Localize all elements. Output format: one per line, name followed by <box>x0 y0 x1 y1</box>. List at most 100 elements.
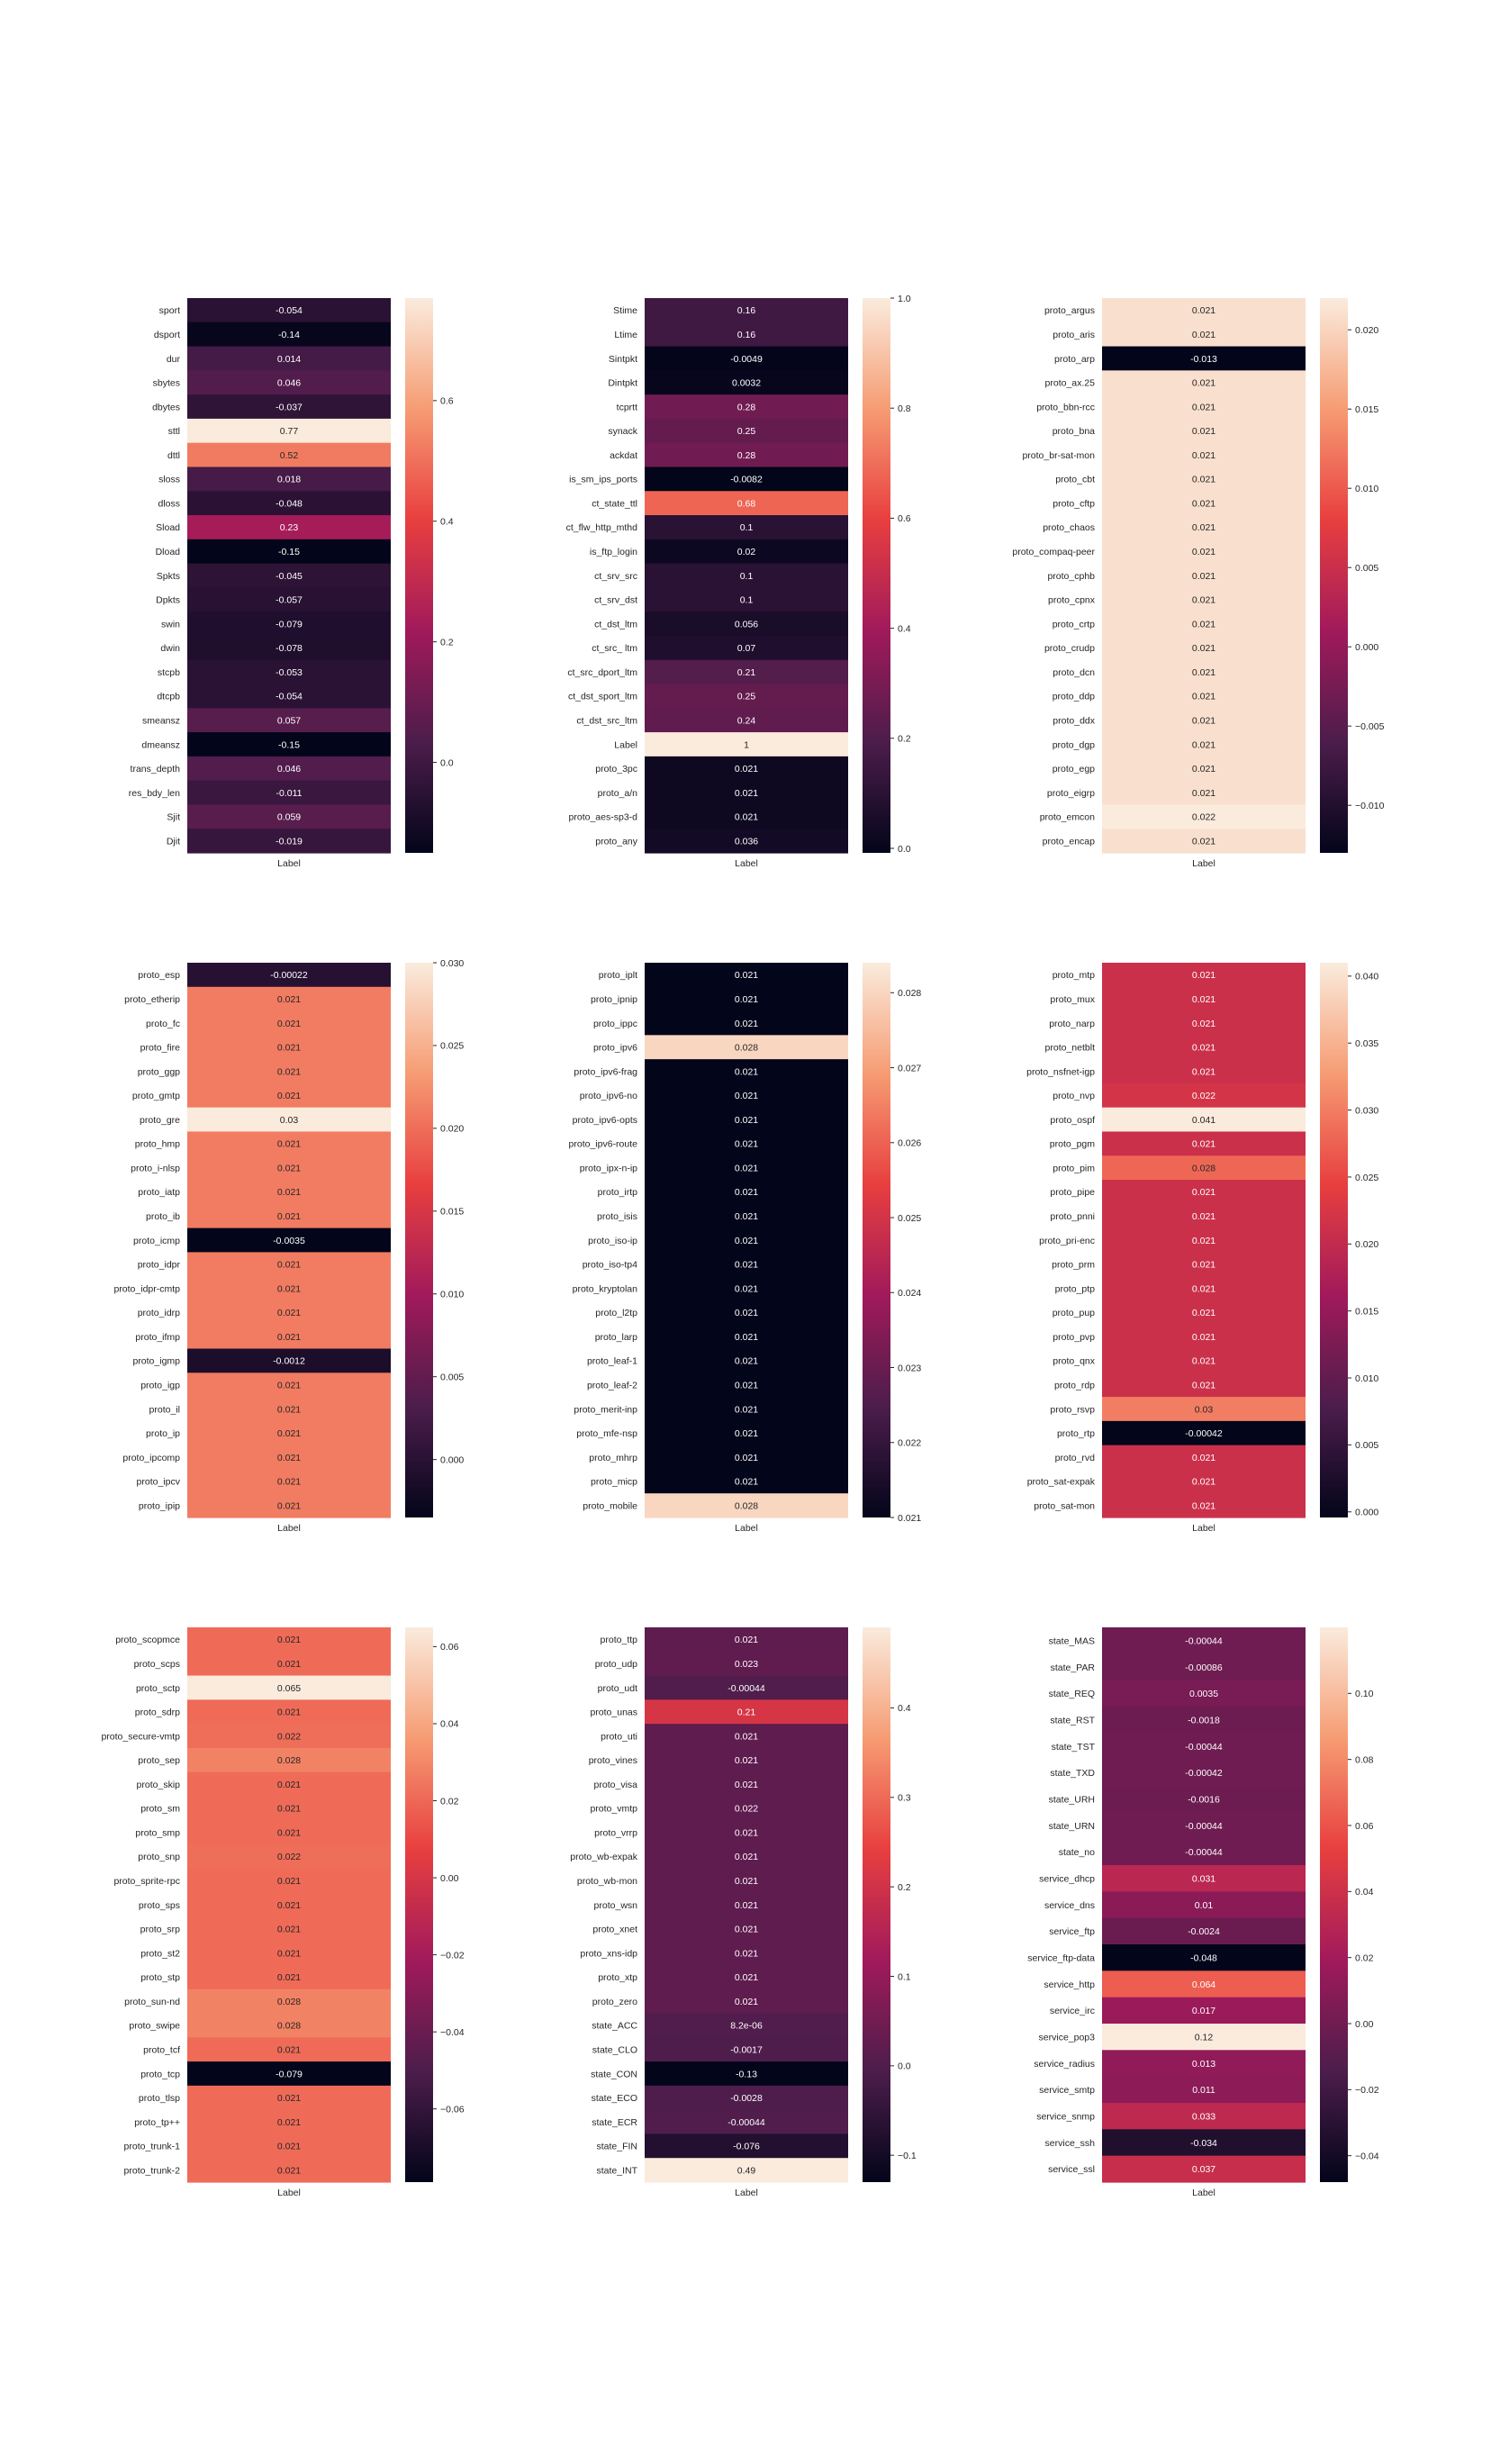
row-tick-label: proto_uti <box>601 1731 637 1742</box>
row-tick-label: proto_chaos <box>1043 522 1095 533</box>
row-tick-label: proto_wb-mon <box>577 1876 637 1887</box>
colorbar <box>1320 298 1348 853</box>
cell-value-label: 0.28 <box>737 450 756 461</box>
cell-value-label: 0.25 <box>737 426 756 437</box>
cell-value-label: 0.021 <box>277 1019 301 1029</box>
heatmap-cell <box>187 611 391 637</box>
row-tick-label: proto_snp <box>138 1852 180 1862</box>
cell-value-label: -0.0017 <box>730 2044 763 2055</box>
cell-value-label: -0.00042 <box>1185 1768 1223 1779</box>
row-tick-label: proto_sat-mon <box>1034 1500 1095 1511</box>
row-tick-label: sttl <box>168 426 180 437</box>
cell-value-label: 0.021 <box>735 1380 758 1391</box>
colorbar-tick-label: −0.1 <box>898 2151 917 2161</box>
cell-value-label: 0.022 <box>277 1852 301 1862</box>
row-tick-label: proto_smp <box>135 1827 180 1838</box>
row-tick-label: proto_xtp <box>598 1972 637 1983</box>
cell-value-label: 0.68 <box>737 498 756 509</box>
row-tick-label: ct_srv_src <box>594 571 637 582</box>
row-tick-label: proto_skip <box>137 1780 181 1790</box>
cell-value-label: 0.021 <box>277 2044 301 2055</box>
cell-value-label: 0.021 <box>735 1972 758 1983</box>
cell-value-label: 0.036 <box>735 836 758 847</box>
cell-value-label: 0.021 <box>735 1308 758 1318</box>
row-tick-label: proto_ipnip <box>591 994 637 1005</box>
heatmap-cell <box>187 829 391 854</box>
heatmap-cell <box>1102 394 1306 420</box>
cell-value-label: 0.021 <box>1192 715 1215 726</box>
heatmap-cell <box>1102 1786 1306 1813</box>
row-tick-label: proto_l2tp <box>595 1308 637 1318</box>
row-tick-label: proto_dcn <box>1053 667 1095 678</box>
heatmap-cell <box>1102 587 1306 612</box>
colorbar-tick-label: 0.8 <box>898 403 911 414</box>
cell-value-label: 0.021 <box>1192 994 1215 1005</box>
row-tick-label: proto_esp <box>138 970 180 981</box>
cell-value-label: 0.046 <box>277 378 301 389</box>
cell-value-label: -0.0012 <box>273 1356 305 1367</box>
heatmap-cell <box>187 298 391 323</box>
cell-value-label: 0.028 <box>735 1043 758 1054</box>
cell-value-label: 0.021 <box>1192 1236 1215 1246</box>
row-tick-label: proto_argus <box>1044 305 1095 316</box>
row-tick-label: Djit <box>167 836 180 847</box>
heatmap-cell <box>645 963 848 988</box>
colorbar-tick-label: −0.04 <box>440 2027 465 2038</box>
row-tick-label: proto_bna <box>1053 426 1095 437</box>
heatmap-cell <box>187 1420 391 1446</box>
heatmap-cell <box>187 467 391 492</box>
heatmap-cell <box>645 1724 848 1749</box>
cell-value-label: 0.021 <box>277 1972 301 1983</box>
row-tick-label: proto_gmtp <box>132 1091 180 1101</box>
colorbar-tick-label: 0.3 <box>898 1793 911 1804</box>
cell-value-label: 0.022 <box>1192 1091 1215 1101</box>
heatmap-cell <box>645 1227 848 1253</box>
heatmap-cell <box>645 1010 848 1036</box>
cell-value-label: 0.021 <box>1192 426 1215 437</box>
row-tick-label: proto_igp <box>140 1380 180 1391</box>
cell-value-label: 0.021 <box>735 1731 758 1742</box>
cell-value-label: 0.07 <box>737 643 756 654</box>
cell-value-label: 0.021 <box>1192 1187 1215 1198</box>
heatmap-cell <box>645 1916 848 1942</box>
heatmap-cell <box>187 1083 391 1109</box>
heatmap-panel: 0.021 proto_scopmce 0.021 proto_scps 0.065 pr… <box>101 1627 465 2198</box>
colorbar-tick-label: 0.026 <box>898 1138 921 1149</box>
row-tick-label: proto_trunk-1 <box>124 2142 181 2152</box>
heatmap-cell <box>645 515 848 540</box>
cell-value-label: 0.77 <box>280 426 299 437</box>
colorbar-tick-label: 0.0 <box>898 2061 911 2072</box>
cell-value-label: -0.054 <box>276 692 303 702</box>
cell-value-label: 0.0035 <box>1189 1689 1218 1699</box>
cell-value-label: 0.021 <box>277 1635 301 1645</box>
cell-value-label: 0.021 <box>1192 330 1215 340</box>
row-tick-label: proto_rdp <box>1054 1380 1095 1391</box>
heatmap-cell <box>645 1131 848 1156</box>
heatmap-cell <box>1102 804 1306 829</box>
heatmap-cell <box>187 2037 391 2062</box>
heatmap-cell <box>645 986 848 1012</box>
cell-value-label: 0.037 <box>1192 2164 1215 2175</box>
heatmap-cell <box>1102 1469 1306 1494</box>
colorbar-tick-label: −0.04 <box>1355 2151 1379 2161</box>
row-tick-label: proto_crtp <box>1053 619 1095 630</box>
cell-value-label: 0.16 <box>737 305 756 316</box>
heatmap-cell <box>1102 2103 1306 2130</box>
cell-value-label: 0.021 <box>1192 595 1215 606</box>
heatmap-cell <box>187 2158 391 2183</box>
row-tick-label: proto_tlsp <box>139 2093 180 2104</box>
row-tick-label: state_INT <box>596 2165 637 2176</box>
row-tick-label: sbytes <box>153 378 180 389</box>
row-tick-label: proto_i-nlsp <box>131 1163 180 1173</box>
heatmap-cell <box>1102 1059 1306 1084</box>
colorbar <box>405 1627 433 2182</box>
row-tick-label: proto_sprite-rpc <box>113 1876 180 1887</box>
heatmap-cell <box>187 756 391 782</box>
heatmap-cell <box>1102 370 1306 395</box>
row-tick-label: service_snmp <box>1036 2111 1095 2122</box>
row-tick-label: proto_egp <box>1053 764 1095 775</box>
row-tick-label: proto_a/n <box>598 788 638 799</box>
row-tick-label: proto_merit-inp <box>574 1404 637 1415</box>
cell-value-label: 0.057 <box>277 715 301 726</box>
heatmap-cell <box>1102 1348 1306 1373</box>
